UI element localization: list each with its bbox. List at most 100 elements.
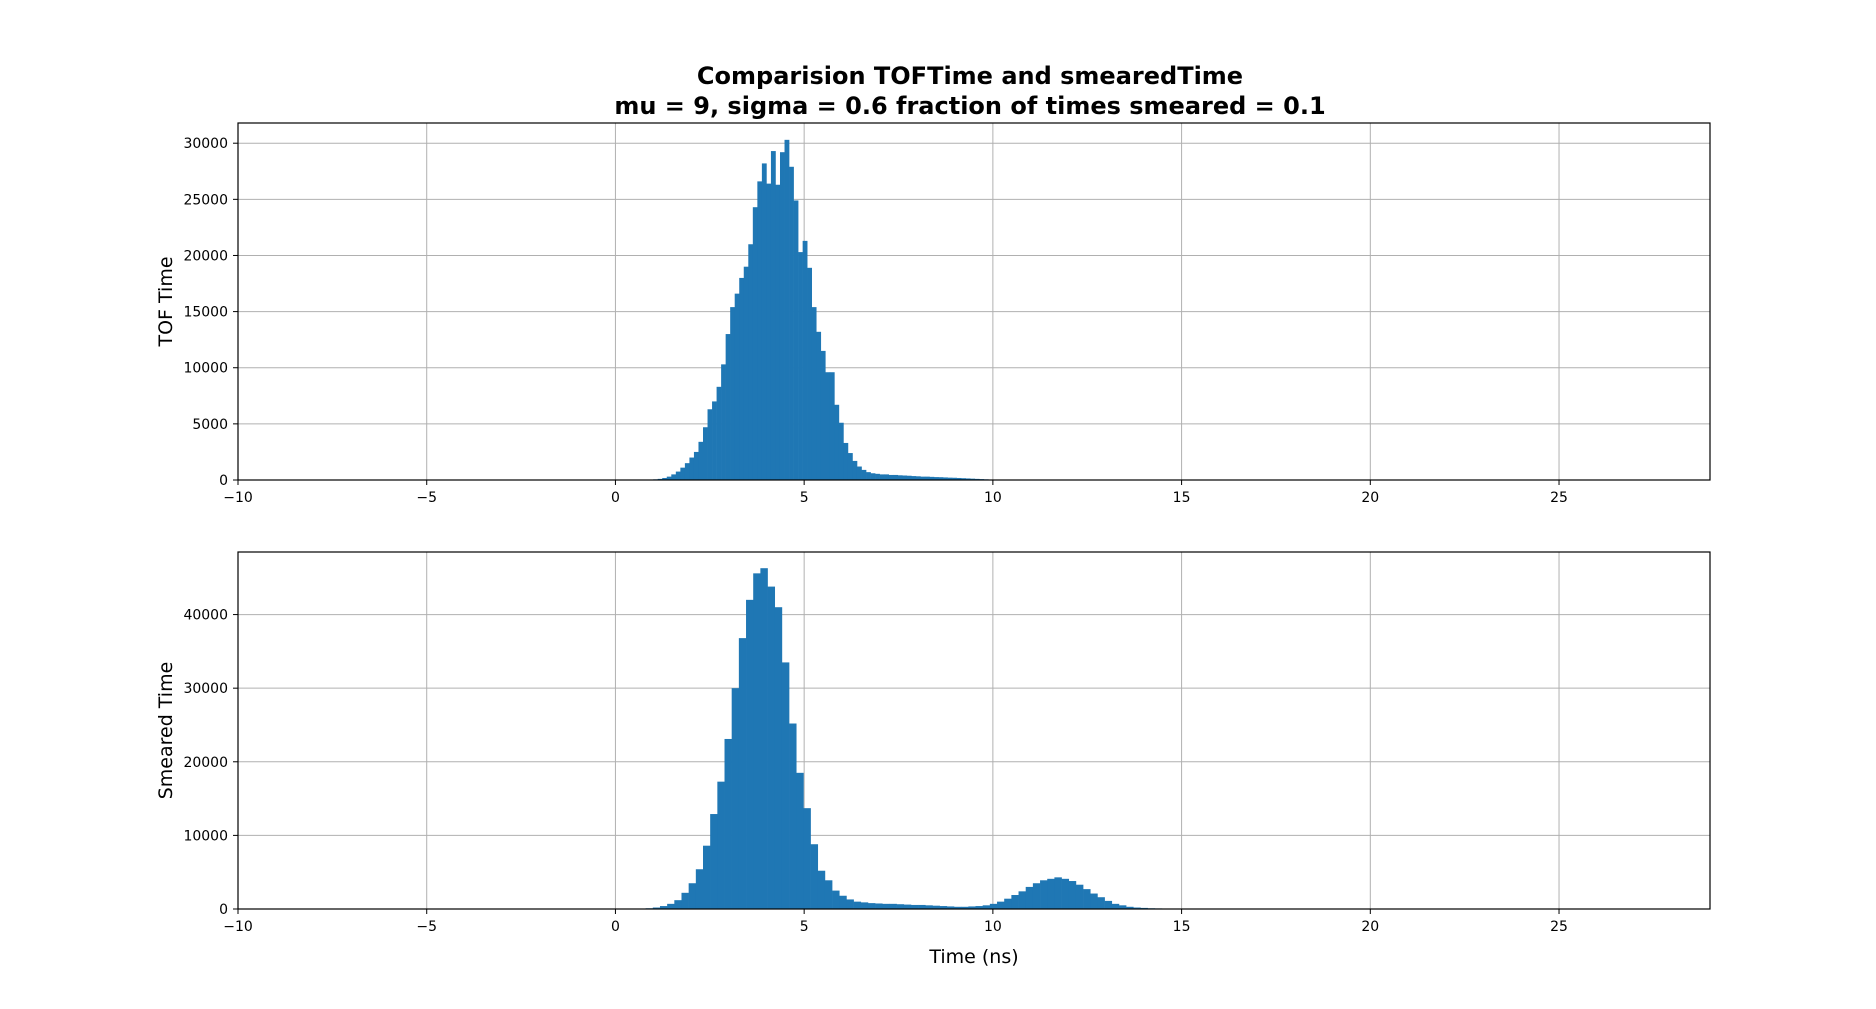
bottom-histogram-bar <box>925 905 933 909</box>
bottom-histogram-bar <box>1025 886 1034 909</box>
top-histogram-bar <box>929 476 935 480</box>
top-histogram-bar <box>684 463 690 480</box>
top-histogram-bar <box>856 466 862 480</box>
bottom-histogram-bar <box>1075 884 1084 909</box>
top-histogram-bar <box>680 467 686 480</box>
top-x-tick-label: 5 <box>800 490 809 506</box>
bottom-axes-frame <box>237 551 1711 910</box>
bottom-histogram-bar <box>1118 905 1127 909</box>
top-histogram-bar <box>924 476 930 480</box>
bottom-histogram-bar <box>760 568 768 909</box>
top-histogram-bar <box>789 166 794 480</box>
top-histogram-panel: −10 −5 0 5 10 15 20 25 0 5000 10000 15000 20000 25000… <box>155 122 1711 506</box>
top-x-tick-label: 15 <box>1173 490 1191 506</box>
bottom-histogram-bar <box>839 895 847 909</box>
bottom-histogram-bar <box>882 903 890 909</box>
top-y-tick-label: 15000 <box>183 305 228 321</box>
top-histogram-bar <box>703 427 708 480</box>
bottom-histogram-bar <box>982 905 991 909</box>
top-histogram-bar <box>829 372 835 480</box>
top-y-tick-label: 0 <box>219 473 228 489</box>
bottom-x-tick-label: 15 <box>1173 919 1191 935</box>
top-histogram-bar <box>671 474 677 480</box>
top-histogram-bar <box>761 163 767 480</box>
top-histogram-bar <box>739 277 745 480</box>
top-histogram-bar <box>730 307 736 480</box>
bottom-histogram-bar <box>1004 898 1012 909</box>
bottom-histogram-bar <box>1068 881 1077 909</box>
bottom-histogram-bar <box>1047 878 1055 909</box>
bottom-histogram-bar <box>1133 907 1141 909</box>
top-histogram-bar <box>807 267 813 480</box>
top-histogram-bar <box>965 478 971 480</box>
top-histogram-bar <box>784 139 790 480</box>
top-y-tick-label: 5000 <box>192 417 228 433</box>
bottom-histogram-bar <box>903 904 912 909</box>
top-histogram-bar <box>752 207 758 480</box>
top-histogram-bar <box>820 350 826 480</box>
bottom-y-axis-label: Smeared Time <box>155 662 177 800</box>
top-histogram-bar <box>897 475 903 480</box>
bottom-y-tick-label: 30000 <box>183 681 228 697</box>
bottom-histogram-bar <box>997 901 1005 909</box>
bottom-histogram-bar <box>1111 903 1120 909</box>
bottom-histogram-bar <box>918 904 926 909</box>
bottom-histogram-bar <box>1097 897 1105 909</box>
top-x-tick-label: 20 <box>1361 490 1379 506</box>
bottom-histogram-bar <box>659 906 668 909</box>
top-histogram-bar <box>920 476 926 480</box>
top-histogram-bar <box>970 478 976 480</box>
bottom-x-tick-label: 25 <box>1550 919 1568 935</box>
top-histogram-bar <box>888 474 894 480</box>
top-y-tick-label: 20000 <box>183 248 228 264</box>
bottom-histogram-bar <box>731 688 740 909</box>
top-y-tick-label: 30000 <box>183 136 228 152</box>
bottom-histogram-bar <box>853 901 862 909</box>
top-histogram-bar <box>834 404 840 480</box>
top-x-tick-label: 0 <box>611 490 620 506</box>
top-histogram-bar <box>870 473 876 480</box>
top-histogram-bar <box>748 244 754 480</box>
bottom-x-tick-label: −5 <box>416 919 437 935</box>
top-histogram-bar <box>798 252 803 480</box>
bottom-histogram-bar <box>1040 880 1048 909</box>
bottom-histogram-bar <box>846 899 854 909</box>
bottom-histogram-bar <box>810 844 819 909</box>
top-histogram-bar <box>734 293 740 480</box>
bottom-histogram-bar <box>896 904 905 909</box>
bottom-histogram-bar <box>1083 889 1091 909</box>
bottom-histogram-bar <box>738 638 747 909</box>
bottom-x-tick-label: −10 <box>223 919 253 935</box>
bottom-histogram-bar <box>968 906 976 909</box>
bottom-histogram-bar <box>832 890 840 909</box>
top-x-tick-label: 10 <box>984 490 1002 506</box>
bottom-histogram-bar <box>824 880 833 909</box>
top-histogram-bar <box>933 477 939 480</box>
bottom-histogram-bar <box>975 906 983 909</box>
bottom-y-tick-label: 20000 <box>183 755 228 771</box>
bottom-x-axis-label: Time (ns) <box>928 946 1018 968</box>
bottom-histogram-bar <box>889 903 897 909</box>
top-histogram-bar <box>693 451 699 480</box>
top-histogram-bar <box>943 477 948 480</box>
top-histogram-bar <box>712 401 717 480</box>
top-histogram-bar <box>893 474 899 480</box>
bottom-histogram-bar <box>652 907 661 909</box>
bottom-histogram-bar <box>939 906 948 909</box>
top-x-tick-label: 25 <box>1550 490 1568 506</box>
top-histogram-bar <box>911 476 917 480</box>
bottom-histogram-bar <box>688 883 697 909</box>
bottom-histogram-bar <box>860 902 869 909</box>
bottom-histogram-bar <box>1018 891 1027 909</box>
bottom-histogram-bar <box>946 906 955 909</box>
bottom-histogram-bar <box>803 808 811 909</box>
top-histogram-bar <box>861 469 867 480</box>
top-y-axis-label: TOF Time <box>155 256 177 347</box>
top-histogram-bar <box>852 460 858 480</box>
top-x-tick-label: −5 <box>416 490 437 506</box>
top-histogram-bar <box>838 422 844 480</box>
figure-title-line-2: mu = 9, sigma = 0.6 fraction of times sm… <box>614 92 1325 120</box>
bottom-histogram-bar <box>953 906 962 909</box>
bottom-histogram-bar <box>1061 878 1070 909</box>
top-histogram-bar <box>875 473 880 480</box>
